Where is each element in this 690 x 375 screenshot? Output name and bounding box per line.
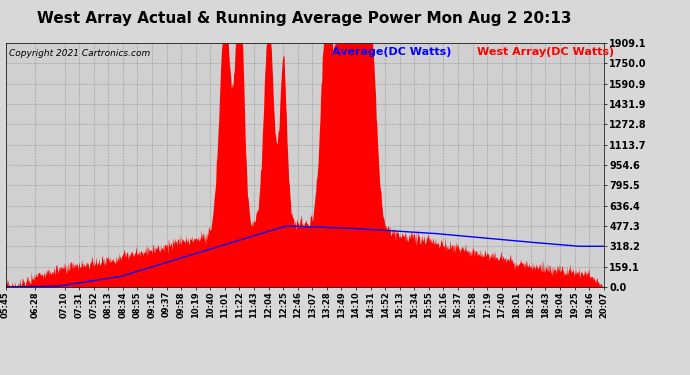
Text: West Array Actual & Running Average Power Mon Aug 2 20:13: West Array Actual & Running Average Powe… [37,11,572,26]
Text: West Array(DC Watts): West Array(DC Watts) [477,47,614,57]
Text: Copyright 2021 Cartronics.com: Copyright 2021 Cartronics.com [9,49,150,58]
Text: Average(DC Watts): Average(DC Watts) [333,47,452,57]
